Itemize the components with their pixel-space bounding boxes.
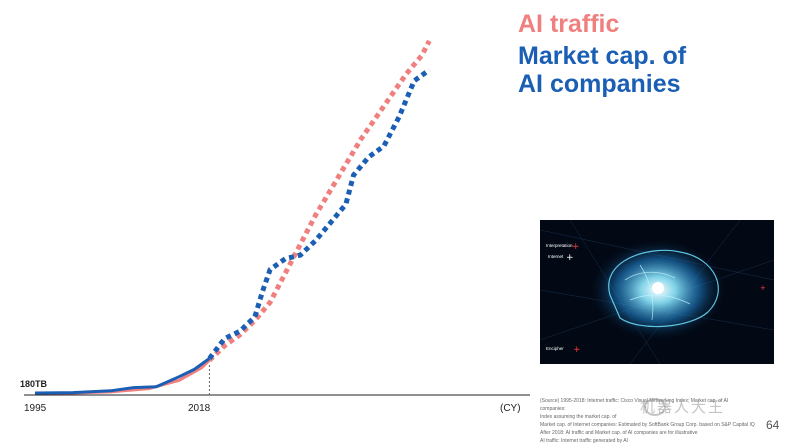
series-line-projection-1 (207, 67, 431, 361)
source-line: Market cap. of Internet companies: Estim… (540, 422, 755, 428)
photo-label-encipher: Encipher (546, 346, 564, 351)
red-plus-icon: + (573, 345, 581, 355)
photo-label-internet: Internet (548, 254, 564, 259)
photo-label-interpretation: Interpretation (546, 243, 573, 248)
brain-photo: Interpretation Internet Encipher + + + + (540, 220, 774, 364)
source-line: Index assuming the market cap. of (540, 414, 617, 420)
legend-ai-traffic: AI traffic (518, 10, 620, 38)
red-plus-icon: + (760, 284, 766, 292)
red-plus-icon: + (572, 242, 580, 252)
start-label: 180TB (20, 379, 48, 389)
series-line-historical-1 (34, 357, 211, 395)
watermark-text: 机器人大王 (640, 398, 726, 416)
page-number: 64 (766, 418, 780, 432)
series-line-projection-0 (207, 39, 432, 363)
x-axis-unit: (CY) (500, 403, 521, 414)
series-layer (34, 39, 432, 395)
white-plus-icon: + (566, 253, 574, 263)
source-line: After 2018: AI traffic and Market cap. o… (540, 430, 698, 436)
x-tick-label-2018: 2018 (188, 403, 211, 414)
x-tick-label-1995: 1995 (24, 403, 47, 414)
legend-market-cap: Market cap. of AI companies (518, 42, 687, 98)
brain-illustration: Interpretation Internet Encipher + + + + (540, 220, 774, 364)
watermark-icon (644, 398, 666, 416)
source-line: AI traffic: Internet traffic generated b… (540, 438, 628, 444)
source-line: (Source) 1995-2018: Internet traffic: Ci… (540, 398, 729, 412)
